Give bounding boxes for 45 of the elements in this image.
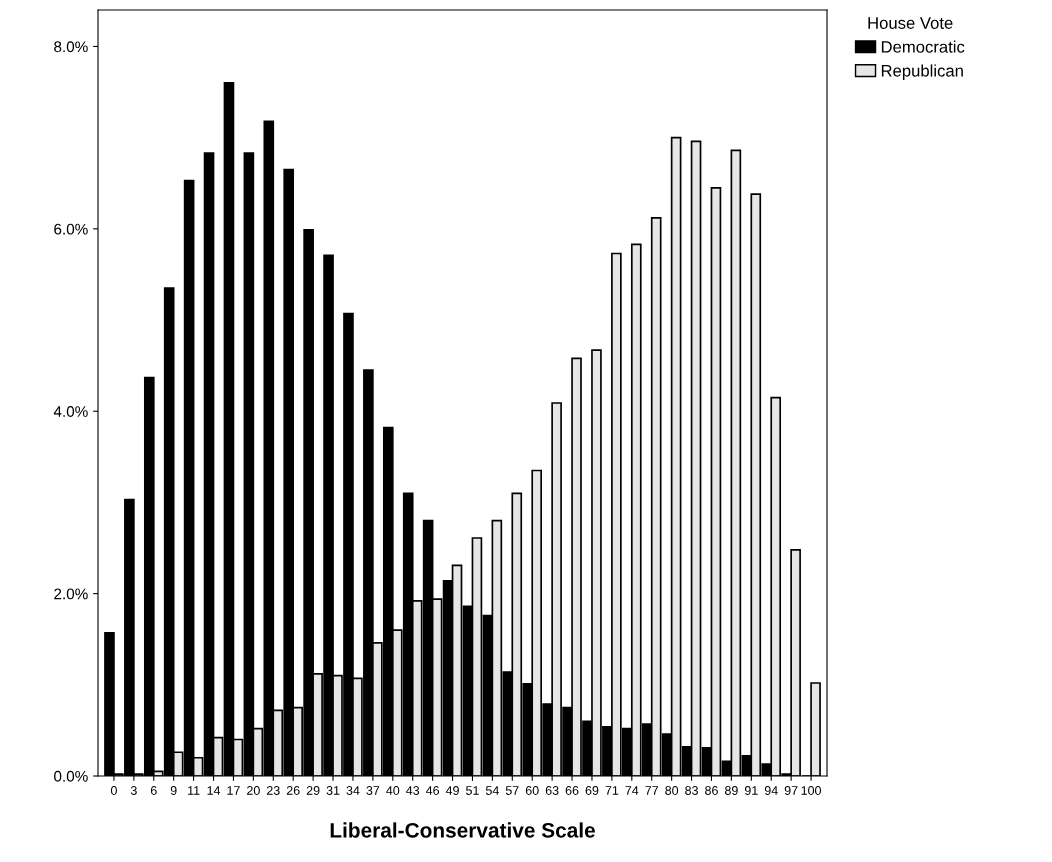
x-tick-label: 57 (505, 786, 519, 795)
x-tick-label: 43 (406, 786, 420, 795)
legend-title: House Vote (868, 17, 953, 29)
x-tick-label: 3 (130, 786, 137, 795)
x-tick-label: 100 (801, 786, 822, 795)
x-tick-label: 89 (724, 786, 738, 795)
y-tick-label: 0.0% (54, 770, 88, 782)
x-tick-label: 23 (266, 786, 280, 795)
x-tick-label: 66 (565, 786, 579, 795)
y-tick-label: 6.0% (54, 223, 88, 235)
x-tick-label: 54 (485, 786, 499, 795)
x-tick-label: 69 (585, 786, 599, 795)
x-tick-label: 14 (207, 786, 221, 795)
y-tick-label: 8.0% (54, 41, 88, 53)
legend-label: Republican (881, 64, 963, 80)
x-tick-label: 26 (286, 786, 300, 795)
x-tick-label: 46 (425, 786, 440, 795)
x-tick-label: 63 (545, 786, 559, 795)
x-tick-label: 77 (645, 786, 659, 795)
x-tick-label: 91 (744, 786, 758, 795)
x-axis-title: Liberal-Conservative Scale (330, 822, 595, 838)
x-tick-label: 9 (170, 786, 177, 795)
x-tick-label: 83 (685, 786, 698, 795)
x-tick-label: 34 (346, 786, 360, 795)
x-tick-label: 49 (445, 786, 459, 795)
legend-label: Democratic (881, 40, 965, 53)
y-tick-label: 4.0% (53, 406, 88, 417)
x-tick-label: 71 (605, 786, 619, 795)
x-tick-label: 97 (784, 786, 798, 795)
x-tick-label: 60 (525, 786, 539, 795)
x-tick-label: 31 (326, 786, 340, 795)
x-tick-label: 29 (306, 786, 320, 795)
x-tick-label: 51 (466, 786, 479, 795)
y-tick-label: 2.0% (54, 588, 88, 600)
x-tick-label: 17 (227, 786, 240, 795)
x-tick-label: 37 (366, 786, 380, 795)
x-tick-label: 11 (188, 786, 200, 795)
x-tick-label: 40 (386, 786, 400, 795)
x-tick-label: 20 (247, 786, 260, 795)
x-tick-label: 80 (665, 786, 679, 795)
x-tick-label: 74 (625, 786, 639, 795)
x-tick-label: 86 (705, 786, 718, 795)
x-tick-label: 6 (150, 786, 157, 795)
x-tick-label: 0 (110, 786, 117, 795)
x-tick-label: 94 (764, 786, 778, 795)
